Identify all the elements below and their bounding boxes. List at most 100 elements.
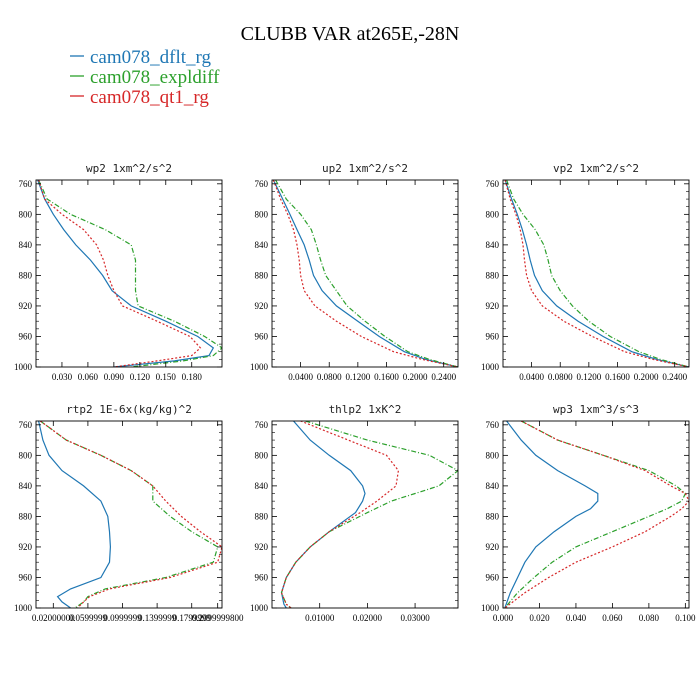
- y-tick-label: 960: [19, 572, 33, 582]
- y-tick-label: 960: [255, 331, 269, 341]
- x-tick-label: 0.0400: [288, 372, 313, 382]
- x-tick-label: 0.0999999: [103, 613, 142, 623]
- panels-group: wp2 1xm^2/s^2 760 800 840 880 920 960 1000 0.030…: [14, 162, 696, 623]
- x-tick-label: 0.01000: [305, 613, 335, 623]
- series-line-qt1: [280, 421, 400, 608]
- y-tick-label: 800: [19, 450, 33, 460]
- x-tick-label: 0.1399999: [138, 613, 177, 623]
- panel-title: vp2 1xm^2/s^2: [553, 162, 639, 175]
- y-tick-label: 1000: [481, 362, 500, 372]
- series-line-expldiff: [504, 421, 687, 608]
- x-tick-label: 0.180: [182, 372, 203, 382]
- panel-1: wp2 1xm^2/s^2 760 800 840 880 920 960 1000 0.030…: [14, 162, 223, 382]
- series-line-expldiff: [39, 421, 219, 608]
- x-tick-label: 0.060: [78, 372, 99, 382]
- y-tick-label: 880: [19, 511, 33, 521]
- panel-5: thlp2 1xK^2 760 800 840 880 920 960 1000 0.01000…: [250, 403, 459, 623]
- x-tick-label: 0.1799999: [173, 613, 212, 623]
- x-tick-label: 0.060: [602, 613, 623, 623]
- y-tick-label: 1000: [481, 603, 500, 613]
- y-tick-label: 880: [486, 270, 500, 280]
- x-tick-label: 0.0400: [519, 372, 544, 382]
- y-tick-label: 840: [19, 240, 33, 250]
- y-tick-label: 840: [255, 240, 269, 250]
- x-tick-label: 0.2000: [403, 372, 428, 382]
- x-tick-label: 0.1200: [345, 372, 370, 382]
- y-tick-label: 840: [486, 240, 500, 250]
- x-tick-label: 0.0800: [317, 372, 342, 382]
- legend-label-expldiff: cam078_expldiff: [90, 67, 220, 88]
- y-tick-label: 760: [486, 179, 500, 189]
- x-tick-label: 0.000: [493, 613, 514, 623]
- y-tick-label: 880: [255, 270, 269, 280]
- panel-2: up2 1xm^2/s^2 760 800 840 880 920 960 1000 0.040…: [250, 162, 459, 382]
- x-tick-label: 0.030: [52, 372, 73, 382]
- y-tick-label: 880: [255, 511, 269, 521]
- series-line-qt1: [504, 421, 689, 608]
- panel-3: vp2 1xm^2/s^2 760 800 840 880 920 960 1000 0.040…: [481, 162, 690, 382]
- y-tick-label: 920: [19, 301, 33, 311]
- y-tick-label: 1000: [250, 362, 269, 372]
- series-line-expldiff: [38, 180, 222, 367]
- x-tick-label: 0.2400: [662, 372, 687, 382]
- x-tick-label: 0.02000: [353, 613, 383, 623]
- panel-frame: [35, 179, 223, 368]
- series-line-dflt: [38, 421, 112, 608]
- x-tick-label: 0.020: [529, 613, 550, 623]
- panel-frame: [271, 420, 459, 609]
- y-tick-label: 1000: [14, 362, 33, 372]
- panel-title: wp2 1xm^2/s^2: [86, 162, 172, 175]
- y-tick-label: 880: [486, 511, 500, 521]
- panel-6: wp3 1xm^3/s^3 760 800 840 880 920 960 10000.000…: [481, 403, 696, 623]
- y-tick-label: 840: [486, 481, 500, 491]
- series-line-expldiff: [280, 421, 458, 608]
- x-tick-label: 0.2099999800: [192, 613, 244, 623]
- x-tick-label: 0.1600: [605, 372, 630, 382]
- y-tick-label: 760: [255, 179, 269, 189]
- y-tick-label: 760: [19, 420, 33, 430]
- panel-frame: [271, 179, 459, 368]
- panel-title: up2 1xm^2/s^2: [322, 162, 408, 175]
- series-line-dflt: [504, 180, 689, 367]
- series-line-expldiff: [275, 180, 458, 367]
- series-line-qt1: [38, 180, 202, 367]
- y-tick-label: 800: [255, 450, 269, 460]
- series-line-dflt: [37, 180, 215, 367]
- panel-frame: [35, 420, 223, 609]
- y-tick-label: 920: [255, 542, 269, 552]
- y-tick-label: 1000: [250, 603, 269, 613]
- y-tick-label: 920: [255, 301, 269, 311]
- legend-label-dflt: cam078_dflt_rg: [90, 47, 212, 68]
- series-line-dflt: [272, 180, 458, 367]
- legend: cam078_dflt_rg cam078_expldiff cam078_qt…: [70, 47, 220, 108]
- y-tick-label: 760: [19, 179, 33, 189]
- x-tick-label: 0.2400: [431, 372, 456, 382]
- y-tick-label: 1000: [14, 603, 33, 613]
- figure-title: CLUBB VAR at265E,-28N: [241, 23, 460, 45]
- legend-label-qt1: cam078_qt1_rg: [90, 87, 209, 108]
- series-line-dflt: [280, 421, 366, 608]
- panel-title: wp3 1xm^3/s^3: [553, 403, 639, 416]
- y-tick-label: 960: [486, 572, 500, 582]
- x-tick-label: 0.150: [156, 372, 177, 382]
- x-tick-label: 0.1200: [576, 372, 601, 382]
- x-tick-label: 0.120: [130, 372, 151, 382]
- x-tick-label: 0.0800: [548, 372, 573, 382]
- panel-frame: [502, 179, 690, 368]
- series-line-qt1: [504, 180, 689, 367]
- y-tick-label: 760: [255, 420, 269, 430]
- y-tick-label: 800: [255, 209, 269, 219]
- y-tick-label: 920: [486, 301, 500, 311]
- x-tick-label: 0.090: [104, 372, 125, 382]
- x-tick-label: 0.2000: [634, 372, 659, 382]
- panel-title: thlp2 1xK^2: [329, 403, 402, 416]
- series-line-dflt: [504, 421, 599, 608]
- panel-frame: [502, 420, 690, 609]
- series-line-expldiff: [506, 180, 689, 367]
- x-tick-label: 0.02000000: [32, 613, 75, 623]
- x-tick-label: 0.100: [675, 613, 696, 623]
- x-tick-label: 0.040: [566, 613, 587, 623]
- y-tick-label: 960: [486, 331, 500, 341]
- y-tick-label: 800: [486, 450, 500, 460]
- y-tick-label: 840: [19, 481, 33, 491]
